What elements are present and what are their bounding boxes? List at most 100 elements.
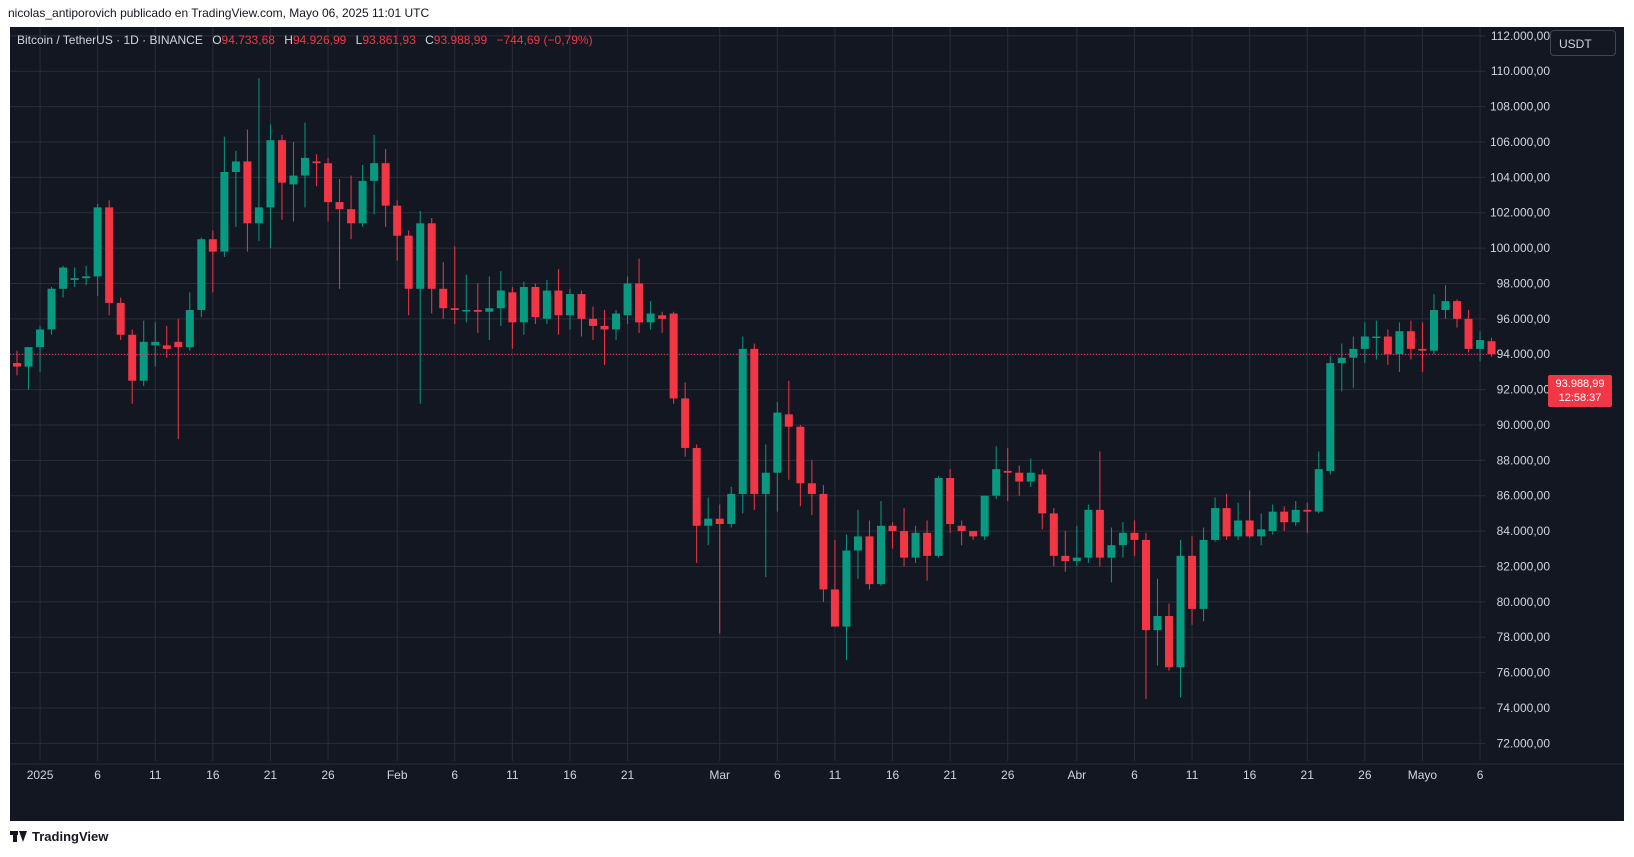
candle — [439, 262, 448, 319]
candle — [139, 320, 148, 387]
last-price-tag: 93.988,99 12:58:37 — [1548, 375, 1612, 407]
price-axis[interactable]: 112.000,00 110.000,00 108.000,00 106.000,00… — [1490, 29, 1550, 750]
candle — [312, 154, 321, 187]
y-tick-label: 86.000,00 — [1497, 489, 1551, 503]
chart-panel[interactable]: 112.000,00 110.000,00 108.000,00 106.000,00… — [10, 27, 1624, 821]
time-axis[interactable]: 2025 6 11 16 21 26 Feb 6 11 16 21 Mar 6 11 16 21 26 Abr 6 1… — [10, 763, 1624, 782]
candle — [865, 520, 874, 590]
candle — [1211, 497, 1220, 542]
x-tick-label: 11 — [506, 768, 519, 782]
open-value: 94.733,68 — [221, 33, 275, 47]
x-tick-label: 16 — [206, 768, 220, 782]
candle-body — [1349, 348, 1358, 358]
candle — [589, 306, 597, 341]
candle-body — [923, 532, 932, 556]
candle — [462, 274, 471, 323]
candle — [243, 129, 252, 252]
candle-body — [531, 286, 540, 318]
tradingview-logo[interactable]: TradingView — [10, 829, 108, 844]
candle — [404, 230, 413, 316]
candle-body — [738, 348, 747, 494]
candle-body — [1383, 336, 1392, 355]
x-tick-label: 16 — [886, 768, 900, 782]
candle — [1372, 320, 1381, 360]
symbol-title: Bitcoin / TetherUS · 1D · BINANCE — [17, 33, 203, 47]
candle — [1314, 451, 1323, 514]
candle-body — [404, 235, 413, 289]
candle — [174, 318, 183, 440]
candle — [1084, 504, 1093, 563]
candle-body — [185, 309, 194, 348]
candle-body — [116, 302, 125, 335]
x-tick-label: 21 — [1301, 768, 1315, 782]
candle-body — [416, 223, 425, 289]
candle-body — [565, 294, 574, 316]
candle-body — [485, 308, 494, 312]
x-tick-label: 16 — [1243, 768, 1257, 782]
candle-body — [93, 207, 102, 277]
candle-body — [162, 345, 171, 349]
candle-body — [1211, 508, 1220, 540]
candle — [1464, 309, 1473, 353]
candle-body — [231, 161, 240, 173]
candle-body — [496, 290, 505, 309]
candlestick-chart[interactable]: 112.000,00 110.000,00 108.000,00 106.000,00… — [10, 27, 1624, 821]
candle-body — [646, 313, 655, 323]
candle-body — [1291, 509, 1300, 523]
candle — [911, 525, 920, 563]
candle — [1188, 536, 1197, 625]
y-tick-label: 84.000,00 — [1497, 524, 1551, 538]
y-tick-label: 90.000,00 — [1497, 418, 1551, 432]
candle — [116, 297, 125, 341]
candle — [1326, 355, 1335, 475]
candle-body — [1072, 557, 1081, 562]
candle-body — [877, 525, 885, 585]
candle-body — [381, 163, 390, 206]
candle-body — [59, 267, 68, 289]
y-tick-label: 96.000,00 — [1497, 312, 1551, 326]
y-tick-label: 98.000,00 — [1497, 276, 1551, 290]
candle-body — [1280, 511, 1289, 523]
candle-body — [220, 172, 229, 252]
high-label: H — [284, 33, 293, 47]
candle — [70, 267, 79, 287]
candle — [1003, 447, 1012, 502]
candle — [980, 495, 989, 540]
candle — [381, 149, 390, 227]
candle-body — [47, 288, 56, 330]
candle — [416, 210, 425, 404]
x-tick-label: Feb — [387, 768, 408, 782]
currency-button[interactable]: USDT — [1550, 30, 1616, 56]
candle — [1130, 520, 1139, 556]
candle-body — [1118, 532, 1127, 546]
candle — [197, 237, 206, 318]
candle-body — [1049, 513, 1058, 556]
candle — [1118, 522, 1127, 558]
candle — [301, 122, 309, 208]
candle — [542, 279, 551, 325]
candle — [761, 444, 770, 578]
candle-body — [1038, 474, 1047, 514]
candle-body — [1141, 539, 1150, 631]
candle — [508, 286, 517, 349]
candle-body — [1268, 511, 1277, 532]
candle — [623, 276, 632, 325]
x-tick-label: 11 — [149, 768, 162, 782]
y-tick-label: 100.000,00 — [1490, 241, 1550, 255]
candle — [1199, 527, 1208, 622]
candle — [1072, 525, 1081, 567]
candle-body — [70, 278, 79, 280]
candle — [496, 271, 505, 326]
candle — [1107, 527, 1116, 583]
x-tick-label: Mayo — [1408, 768, 1438, 782]
candle-body — [784, 414, 793, 427]
x-tick-label: Abr — [1067, 768, 1086, 782]
candle — [554, 269, 563, 335]
close-label: C — [425, 33, 434, 47]
x-tick-label: 2025 — [27, 768, 54, 782]
candle-body — [1084, 509, 1093, 558]
y-tick-label: 102.000,00 — [1490, 206, 1550, 220]
candle-body — [658, 315, 667, 319]
candle — [473, 283, 482, 333]
candle-body — [1406, 331, 1415, 349]
